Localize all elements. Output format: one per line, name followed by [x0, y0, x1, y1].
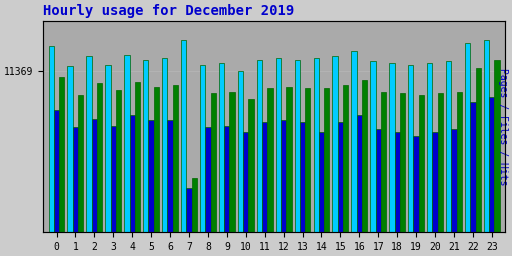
Bar	[275, 58, 281, 232]
Bar	[427, 63, 432, 232]
Bar	[343, 85, 348, 232]
Bar	[484, 40, 489, 232]
Bar	[451, 129, 457, 232]
Bar	[332, 56, 338, 232]
Bar	[381, 92, 386, 232]
Bar	[210, 93, 216, 232]
Bar	[167, 121, 173, 232]
Bar	[313, 58, 319, 232]
Bar	[446, 61, 451, 232]
Bar	[257, 60, 262, 232]
Bar	[305, 88, 310, 232]
Bar	[68, 66, 73, 232]
Bar	[135, 82, 140, 232]
Bar	[465, 43, 470, 232]
Bar	[97, 83, 102, 232]
Bar	[92, 119, 97, 232]
Bar	[267, 88, 273, 232]
Bar	[324, 88, 329, 232]
Bar	[105, 65, 111, 232]
Bar	[294, 60, 300, 232]
Bar	[300, 122, 305, 232]
Bar	[395, 132, 400, 232]
Bar	[489, 97, 495, 232]
Bar	[130, 115, 135, 232]
Bar	[262, 122, 267, 232]
Bar	[286, 87, 291, 232]
Bar	[173, 85, 178, 232]
Bar	[281, 121, 286, 232]
Bar	[111, 126, 116, 232]
Bar	[408, 65, 414, 232]
Bar	[243, 132, 248, 232]
Bar	[338, 122, 343, 232]
Bar	[389, 63, 395, 232]
Bar	[229, 92, 235, 232]
Bar	[162, 58, 167, 232]
Bar	[186, 188, 191, 232]
Bar	[205, 127, 210, 232]
Bar	[376, 129, 381, 232]
Bar	[181, 40, 186, 232]
Bar	[357, 115, 362, 232]
Text: Hourly usage for December 2019: Hourly usage for December 2019	[43, 4, 294, 18]
Bar	[224, 126, 229, 232]
Bar	[457, 92, 462, 232]
Bar	[87, 56, 92, 232]
Bar	[248, 99, 254, 232]
Bar	[432, 132, 438, 232]
Bar	[49, 46, 54, 232]
Bar	[495, 60, 500, 232]
Bar	[200, 65, 205, 232]
Bar	[319, 132, 324, 232]
Bar	[73, 127, 78, 232]
Bar	[351, 51, 357, 232]
Bar	[238, 71, 243, 232]
Bar	[143, 60, 148, 232]
Bar	[470, 102, 476, 232]
Bar	[414, 136, 419, 232]
Bar	[370, 61, 376, 232]
Bar	[419, 95, 424, 232]
Y-axis label: Pages / Files / Hits: Pages / Files / Hits	[498, 68, 508, 185]
Bar	[191, 178, 197, 232]
Bar	[476, 68, 481, 232]
Bar	[438, 93, 443, 232]
Bar	[116, 90, 121, 232]
Bar	[78, 95, 83, 232]
Bar	[59, 77, 65, 232]
Bar	[124, 55, 130, 232]
Bar	[362, 80, 367, 232]
Bar	[154, 87, 159, 232]
Bar	[148, 121, 154, 232]
Bar	[219, 63, 224, 232]
Bar	[400, 93, 405, 232]
Bar	[54, 110, 59, 232]
